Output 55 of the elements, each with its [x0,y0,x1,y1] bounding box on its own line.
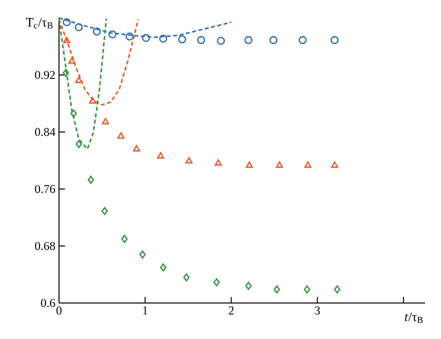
point [108,30,116,38]
point [160,263,166,272]
point [304,285,310,294]
point [126,32,134,41]
point [213,278,220,286]
point [92,28,101,36]
point [89,97,96,104]
point [76,140,82,148]
point [331,161,338,168]
point [70,109,77,118]
point [102,118,110,124]
line-series [58,18,139,106]
point [63,36,70,44]
point [139,250,146,259]
x-tick-label: 3 [314,306,320,315]
point [298,36,307,44]
point [269,36,278,44]
point [142,34,150,42]
point [214,159,222,166]
point [183,273,190,282]
y-tick-label: 0.6 [40,298,56,308]
point [117,132,125,139]
point [68,57,76,64]
point [330,36,339,44]
point [276,161,284,168]
point [88,176,94,184]
point [245,282,252,290]
point [244,36,252,44]
point [178,35,186,44]
x-axis-title: t/τ$_{B}$ [404,312,423,323]
point [246,161,253,168]
y-tick-label: 0.84 [35,128,56,136]
y-tick-label: 0.68 [35,242,56,250]
point [334,285,340,294]
point [75,76,82,84]
point [62,68,70,77]
line-series [58,18,108,150]
point [216,36,225,45]
point [159,34,168,43]
x-tick-label: 2 [228,306,234,314]
point [101,207,108,216]
x-tick-label: 1 [143,306,148,314]
point [157,152,164,159]
y-tick-label: 0.76 [35,184,56,194]
point [304,161,312,168]
y-tick-label: 0.92 [35,70,55,80]
point [74,23,83,32]
point [62,18,71,26]
point [185,157,193,164]
x-tick-label: 0 [56,306,62,315]
point [132,145,140,152]
point [121,234,128,243]
y-axis-title: T$_{c}$/τ$_{B}$ [26,18,53,28]
point [274,285,280,294]
point [197,36,206,44]
